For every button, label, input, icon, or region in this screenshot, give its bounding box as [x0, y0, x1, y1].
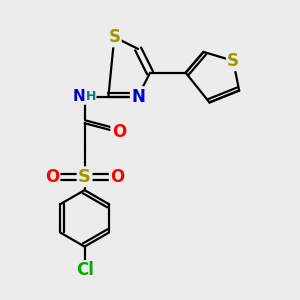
Text: S: S	[227, 52, 239, 70]
Text: S: S	[78, 168, 91, 186]
Text: S: S	[108, 28, 120, 46]
Text: O: O	[45, 168, 59, 186]
Text: N: N	[131, 88, 145, 106]
Text: Cl: Cl	[76, 261, 94, 279]
Text: N: N	[73, 89, 85, 104]
Text: H: H	[85, 90, 96, 103]
Text: O: O	[110, 168, 124, 186]
Text: O: O	[112, 123, 126, 141]
